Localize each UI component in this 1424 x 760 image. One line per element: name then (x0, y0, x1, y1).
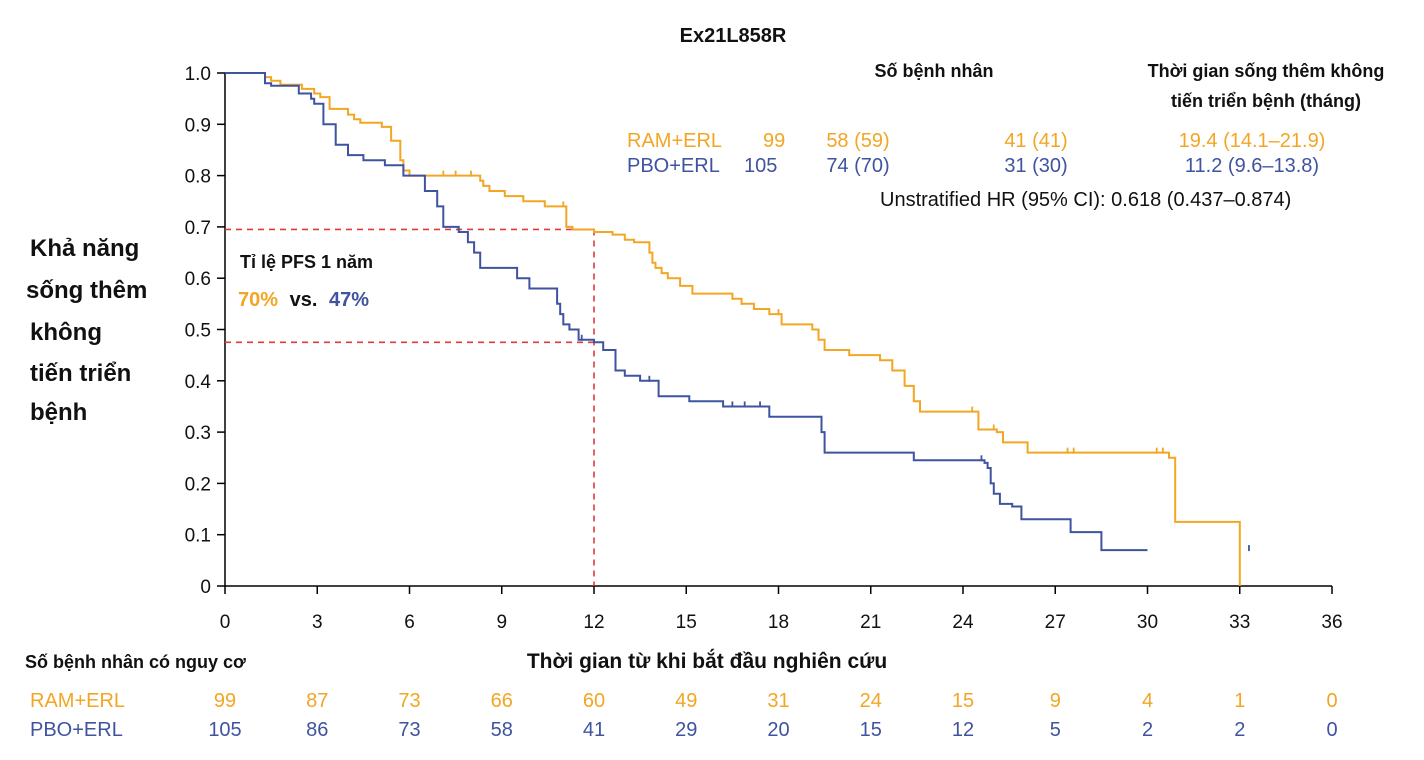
risk-value-ram: 49 (675, 690, 697, 712)
y-tick-label: 0.2 (185, 474, 211, 495)
y-tick-label: 0.1 (185, 526, 211, 547)
pfs-ram-value: 70% (238, 289, 278, 311)
y-tick-label: 0.8 (185, 167, 211, 188)
legend-median: 11.2 (9.6–13.8) (1185, 155, 1319, 177)
risk-row-label-ram: RAM+ERL (30, 690, 125, 712)
axes: 00.10.20.30.40.50.60.70.80.91.00 3 6 9 12 15 1… (185, 64, 1343, 633)
risk-value-ram: 4 (1142, 690, 1153, 712)
y-tick-label: 0.9 (185, 115, 211, 136)
legend-median: 19.4 (14.1–21.9) (1179, 130, 1326, 152)
x-tick-label: 33 (1229, 612, 1250, 633)
x-tick-label: 27 (1045, 612, 1066, 633)
risk-value-pbo: 0 (1326, 719, 1337, 741)
risk-value-pbo: 5 (1050, 719, 1061, 741)
risk-value-ram: 31 (767, 690, 789, 712)
legend-row-pbo: PBO+ERL 105 74 (70) 31 (30) 11.2 (9.6–13… (627, 155, 1319, 177)
pfs-pbo-value: 47% (329, 289, 369, 311)
risk-value-pbo: 41 (583, 719, 605, 741)
legend-header-pfs-line1: Thời gian sống thêm không (1148, 61, 1385, 81)
risk-value-ram: 99 (214, 690, 236, 712)
risk-value-pbo: 12 (952, 719, 974, 741)
x-tick-label: 15 (676, 612, 697, 633)
y-tick-label: 0.5 (185, 321, 211, 342)
risk-value-ram: 0 (1326, 690, 1337, 712)
legend-count-2: 41 (41) (1004, 130, 1067, 152)
y-tick-label: 0 (200, 577, 211, 598)
legend-header-pfs-line2: tiến triển bệnh (tháng) (1171, 91, 1361, 111)
x-tick-label: 21 (860, 612, 881, 633)
risk-value-pbo: 2 (1142, 719, 1153, 741)
y-label-line: Khả năng (30, 235, 139, 262)
y-tick-label: 0.6 (185, 269, 211, 290)
x-tick-label: 0 (220, 612, 231, 633)
pfs-vs: vs. (290, 289, 318, 311)
legend-header-patients: Số bệnh nhân (875, 61, 994, 81)
risk-value-ram: 87 (306, 690, 328, 712)
survival-curves (225, 72, 1250, 586)
risk-value-ram: 9 (1050, 690, 1061, 712)
series-line-ram (225, 72, 1241, 586)
series-line-pbo (225, 72, 1148, 552)
x-tick-label: 9 (496, 612, 507, 633)
x-tick-label: 24 (952, 612, 974, 633)
y-tick-label: 1.0 (185, 64, 211, 85)
y-label-line: sống thêm (26, 277, 147, 304)
x-tick-label: 12 (583, 612, 604, 633)
y-tick-label: 0.4 (185, 372, 212, 393)
legend-series-name: RAM+ERL (627, 130, 722, 152)
y-label-line: không (30, 319, 102, 346)
y-axis-label: Khả năng sống thêm không tiến triển bệnh (26, 235, 147, 426)
x-axis-label: Thời gian từ khi bắt đầu nghiên cứu (527, 649, 887, 673)
y-label-line: bệnh (30, 399, 87, 426)
legend-series-name: PBO+ERL (627, 155, 720, 177)
risk-value-ram: 73 (398, 690, 420, 712)
x-tick-label: 18 (768, 612, 789, 633)
x-tick-label: 3 (312, 612, 323, 633)
risk-row-label-pbo: PBO+ERL (30, 719, 123, 741)
risk-value-ram: 66 (491, 690, 513, 712)
x-tick-label: 6 (404, 612, 415, 633)
hazard-ratio-text: Unstratified HR (95% CI): 0.618 (0.437–0… (880, 189, 1291, 211)
risk-value-pbo: 29 (675, 719, 697, 741)
risk-value-pbo: 20 (767, 719, 789, 741)
risk-value-pbo: 73 (398, 719, 420, 741)
pfs-1yr-values: 70% vs. 47% (238, 289, 369, 311)
x-tick-label: 30 (1137, 612, 1158, 633)
risk-value-ram: 60 (583, 690, 605, 712)
legend-count-1: 58 (59) (826, 130, 889, 152)
legend-count-2: 31 (30) (1004, 155, 1067, 177)
legend-row-ram: RAM+ERL 99 58 (59) 41 (41) 19.4 (14.1–21… (627, 130, 1325, 152)
y-tick-label: 0.3 (185, 423, 211, 444)
risk-value-pbo: 2 (1234, 719, 1245, 741)
risk-value-pbo: 58 (491, 719, 513, 741)
risk-value-pbo: 86 (306, 719, 328, 741)
risk-table-title: Số bệnh nhân có nguy cơ (25, 652, 246, 672)
risk-value-ram: 1 (1234, 690, 1245, 712)
risk-value-pbo: 15 (860, 719, 882, 741)
y-tick-label: 0.7 (185, 218, 211, 239)
chart-title: Ex21L858R (680, 25, 787, 47)
risk-value-ram: 24 (860, 690, 882, 712)
reference-lines (225, 228, 595, 586)
legend-n: 99 (763, 130, 785, 152)
pfs-1yr-label: Tỉ lệ PFS 1 năm (240, 252, 373, 272)
risk-value-ram: 15 (952, 690, 974, 712)
y-label-line: tiến triển (30, 360, 131, 387)
legend-count-1: 74 (70) (826, 155, 889, 177)
x-tick-label: 36 (1321, 612, 1342, 633)
risk-value-pbo: 105 (208, 719, 241, 741)
legend-n: 105 (744, 155, 777, 177)
